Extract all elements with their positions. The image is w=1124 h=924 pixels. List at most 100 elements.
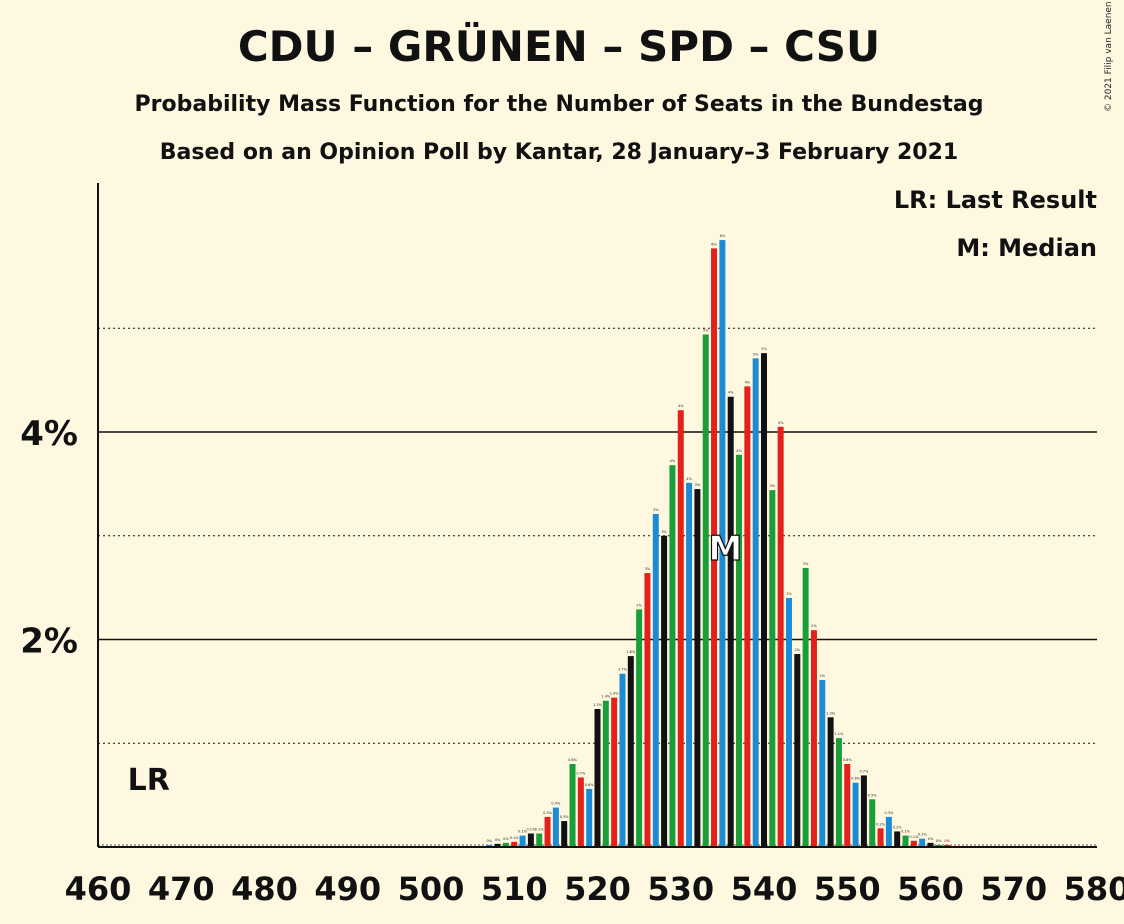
bar-label-513: 0.1%: [535, 828, 545, 832]
bar-524: [628, 656, 634, 847]
x-tick-label: 480: [231, 870, 298, 908]
bar-517: [570, 764, 576, 847]
bar-511: [520, 836, 526, 847]
bar-557: [903, 836, 909, 847]
x-tick-label: 530: [647, 870, 714, 908]
bar-556: [894, 831, 900, 847]
bar-label-528: 3%: [661, 530, 667, 534]
bar-548: [828, 717, 834, 847]
bar-541: [769, 490, 775, 847]
bar-514: [545, 817, 551, 847]
y-tick-label: 2%: [20, 622, 78, 662]
bar-544: [794, 654, 800, 847]
bar-543: [786, 598, 792, 847]
bar-label-522: 1.4%: [610, 692, 620, 696]
bar-label-514: 0.3%: [543, 811, 553, 815]
bar-label-518: 0.7%: [576, 771, 586, 775]
bar-519: [586, 789, 592, 847]
bar-523: [619, 674, 625, 847]
bar-label-526: 3%: [645, 567, 651, 571]
y-tick-label: 4%: [20, 414, 78, 454]
bar-label-530: 4%: [678, 404, 684, 408]
bar-label-510: 0.1%: [510, 836, 520, 840]
bar-532: [694, 489, 700, 847]
bar-label-539: 5%: [753, 352, 759, 356]
bar-label-525: 2%: [636, 603, 642, 607]
bar-label-540: 5%: [761, 347, 767, 351]
bar-label-547: 2%: [819, 674, 825, 678]
bar-540: [761, 353, 767, 847]
x-tick-label: 540: [731, 870, 798, 908]
bar-label-557: 0.1%: [901, 830, 911, 834]
bar-537: [736, 455, 742, 847]
bar-550: [844, 764, 850, 847]
bar-520: [595, 709, 601, 847]
bar-label-552: 0.7%: [859, 769, 869, 773]
bar-label-541: 3%: [770, 484, 776, 488]
bar-label-516: 0.3%: [560, 815, 570, 819]
bar-label-561: 0%: [936, 839, 942, 843]
bar-label-550: 0.8%: [843, 758, 853, 762]
x-tick-label: 570: [980, 870, 1047, 908]
bar-label-529: 4%: [670, 459, 676, 463]
bar-label-519: 0.6%: [585, 783, 595, 787]
bar-label-535: 6%: [720, 234, 726, 238]
bar-label-531: 4%: [686, 477, 692, 481]
bar-label-546: 2%: [811, 624, 817, 628]
bar-527: [653, 514, 659, 847]
bar-label-544: 2%: [795, 648, 801, 652]
bar-533: [703, 334, 709, 847]
bar-label-523: 1.7%: [618, 668, 628, 672]
bar-538: [744, 386, 750, 847]
bar-518: [578, 777, 584, 847]
bar-label-562: 0%: [944, 839, 950, 843]
bar-label-538: 4%: [745, 380, 751, 384]
bar-553: [869, 799, 875, 847]
bar-label-545: 3%: [803, 562, 809, 566]
bar-label-507: 0%: [486, 839, 492, 843]
bar-label-548: 1.3%: [826, 711, 836, 715]
bar-549: [836, 738, 842, 847]
bar-label-517: 0.8%: [568, 758, 578, 762]
bar-531: [686, 483, 692, 847]
bar-515: [553, 808, 559, 847]
x-tick-label: 510: [481, 870, 548, 908]
bar-label-533: 5%: [703, 328, 709, 332]
bar-551: [853, 783, 859, 847]
last-result-label: LR: [128, 763, 170, 798]
bar-label-520: 1.3%: [593, 703, 603, 707]
bar-label-532: 3%: [695, 483, 701, 487]
bar-label-508: 0%: [495, 838, 501, 842]
bar-529: [669, 465, 675, 847]
bar-554: [878, 828, 884, 847]
bar-530: [678, 410, 684, 847]
bar-521: [603, 701, 609, 847]
bar-539: [753, 358, 759, 847]
bar-label-560: 0%: [928, 837, 934, 841]
x-tick-label: 490: [314, 870, 381, 908]
x-tick-label: 470: [148, 870, 215, 908]
bar-555: [886, 817, 892, 847]
bar-516: [561, 821, 567, 847]
bar-label-555: 0.3%: [884, 811, 894, 815]
bar-526: [644, 573, 650, 847]
bar-label-542: 4%: [778, 421, 784, 425]
bar-label-554: 0.2%: [876, 822, 886, 826]
bar-536: [728, 397, 734, 847]
bar-label-536: 4%: [728, 391, 734, 395]
bar-label-551: 0.6%: [851, 777, 861, 781]
bar-559: [919, 839, 925, 847]
bar-552: [861, 775, 867, 847]
bar-label-537: 4%: [736, 449, 742, 453]
bar-542: [778, 427, 784, 847]
x-tick-label: 520: [564, 870, 631, 908]
bar-513: [536, 834, 542, 847]
bar-label-559: 0.1%: [918, 833, 928, 837]
bar-547: [819, 680, 825, 847]
bar-522: [611, 698, 617, 847]
bar-label-553: 0.5%: [868, 793, 878, 797]
bar-528: [661, 536, 667, 847]
median-marker: M: [708, 529, 742, 569]
bar-label-549: 1.1%: [834, 732, 844, 736]
